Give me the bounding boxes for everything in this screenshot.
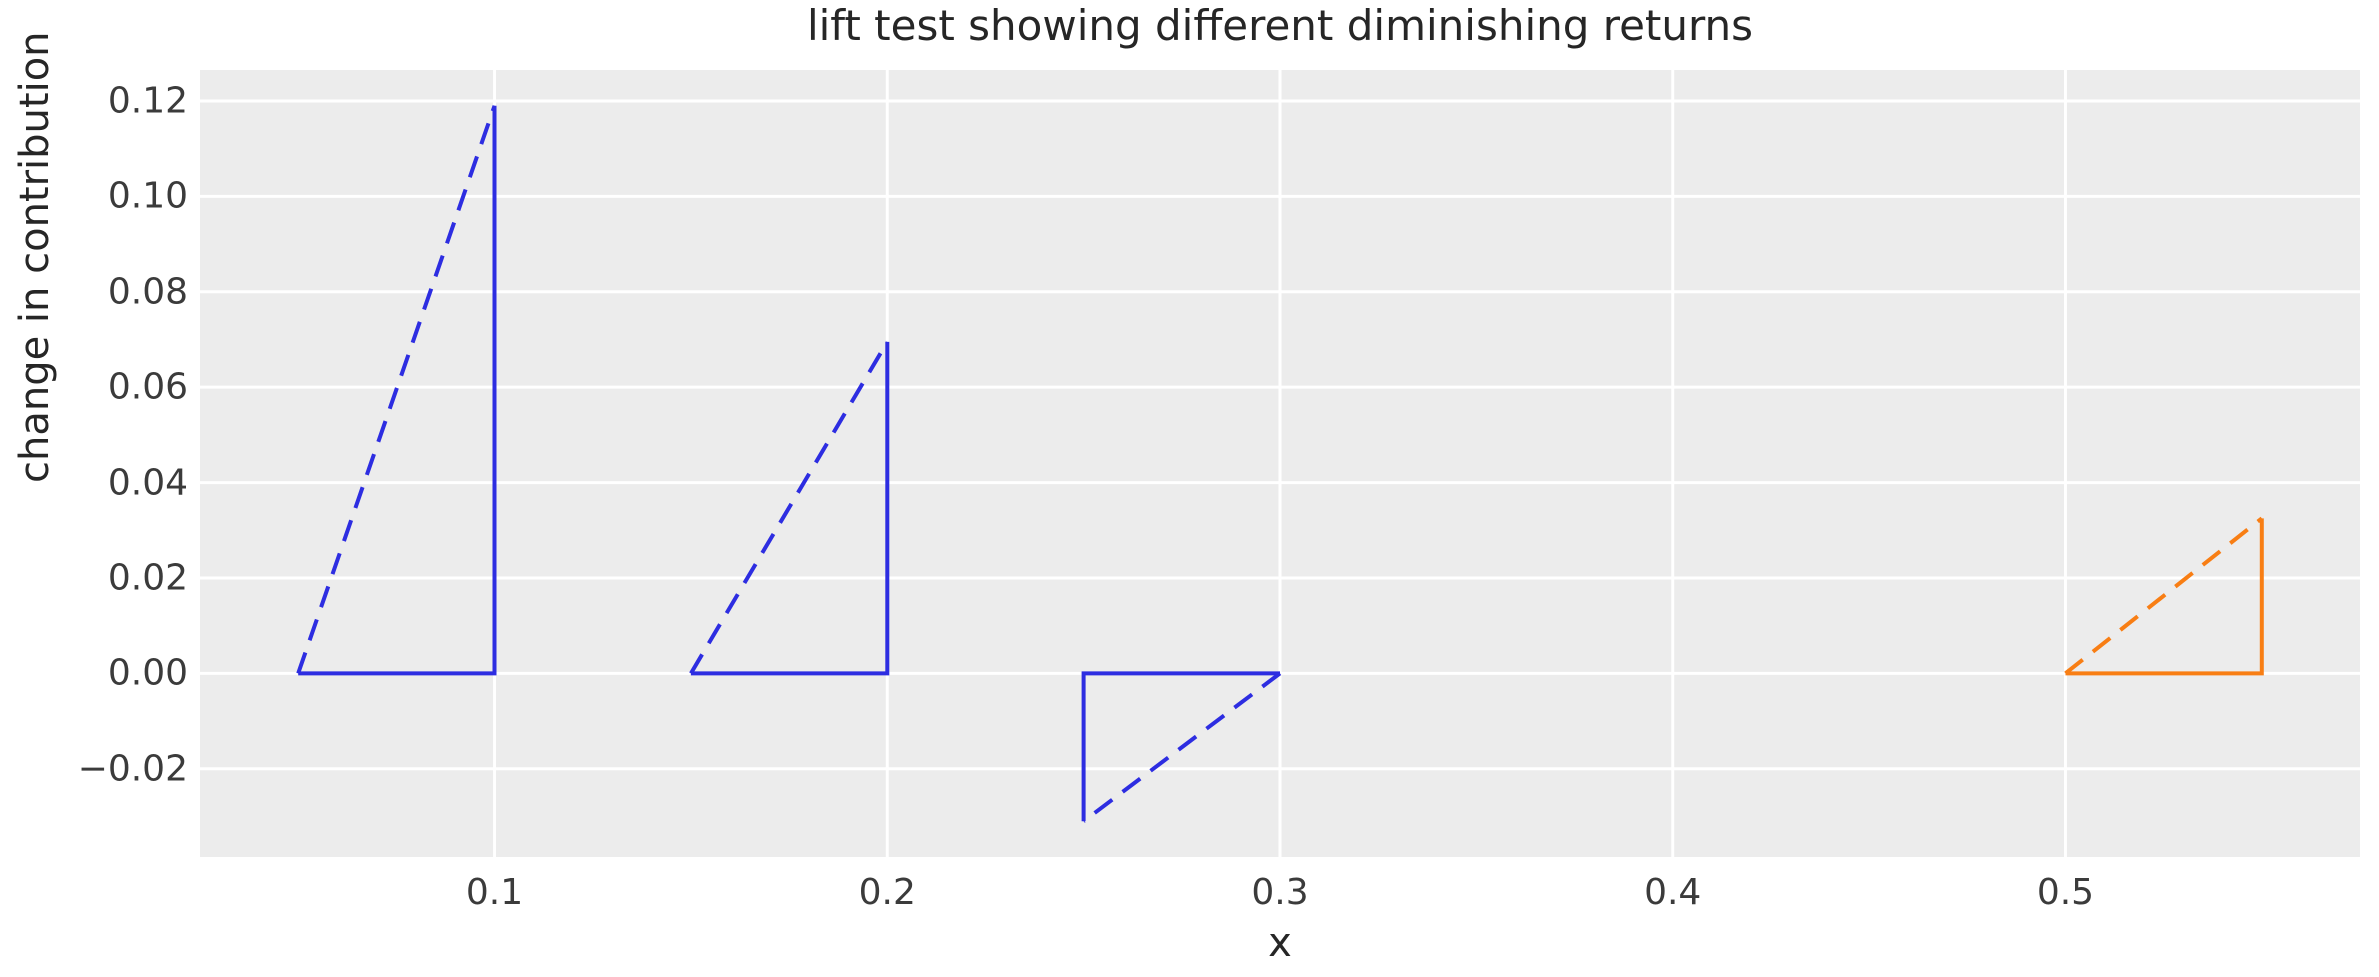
lift-triangle-3-solid-edges [1081,671,1280,822]
y-tick-label: 0.10 [107,175,188,217]
y-tick-label: 0.12 [107,80,188,122]
x-tick-label: 0.4 [1644,872,1702,913]
y-tick-label: 0.06 [107,366,188,408]
lift-triangle-1-hypotenuse-dashed [296,105,497,675]
y-axis-tick-labels: 0.12 0.10 0.08 0.06 0.04 0.02 0.00 −0.02 [0,0,188,977]
y-tick-label: 0.02 [107,557,188,599]
lift-triangle-4-hypotenuse-dashed [2064,516,2264,675]
x-tick-label: 0.5 [2036,872,2095,913]
x-tick-label: 0.3 [1251,872,1309,913]
lift-triangle-2-solid-edges [690,341,890,676]
lift-triangle-4-solid-edges [2065,518,2264,676]
y-tick-label: 0.00 [107,652,188,694]
plot-area [200,70,2360,857]
lift-triangle-3-hypotenuse-dashed [1082,671,1282,823]
x-tick-label: 0.1 [465,872,524,913]
y-tick-label: 0.04 [107,462,188,504]
lift-triangle-2-hypotenuse-dashed [689,340,889,675]
chart-title: lift test showing different diminishing … [806,1,1754,50]
chart-canvas [200,70,2360,857]
x-axis-tick-labels: 0.1 0.2 0.3 0.4 0.5 [0,872,2379,918]
x-axis-label: x [1268,920,1292,966]
y-axis-label: change in contribution [12,31,58,483]
y-tick-label: 0.08 [107,271,188,313]
x-tick-label: 0.2 [858,872,916,913]
y-tick-label: −0.02 [77,748,188,790]
lift-triangle-1-solid-edges [298,105,497,676]
